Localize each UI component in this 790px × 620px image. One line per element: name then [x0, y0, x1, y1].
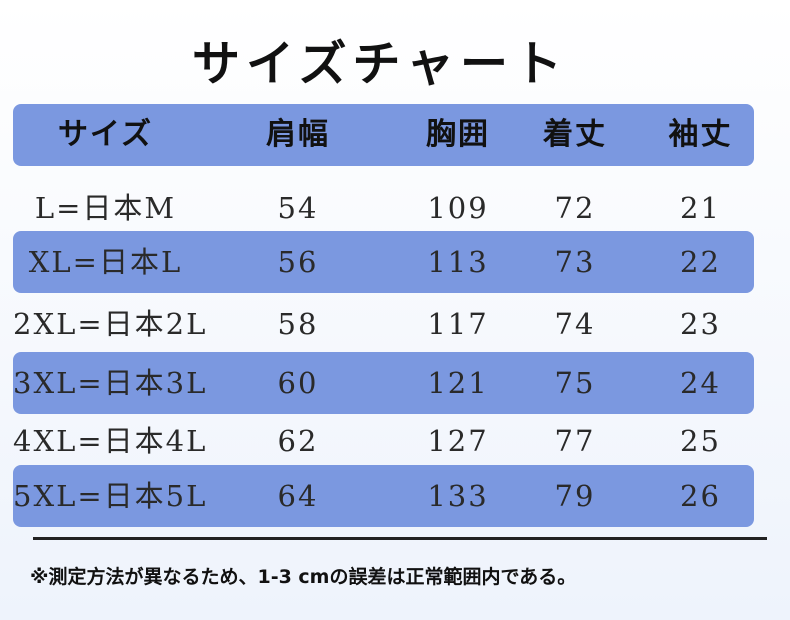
header-chest: 胸囲	[426, 117, 490, 152]
sleeve-cell: 22	[680, 245, 721, 279]
size-cell: L=日本M	[34, 191, 177, 225]
shoulder-cell: 56	[277, 245, 319, 279]
page-title: サイズチャート	[191, 36, 569, 92]
table-row: 4XL=日本4L 62 127 77 25	[13, 410, 754, 472]
table-row: 2XL=日本2L 58 117 74 23	[13, 293, 754, 355]
length-cell: 74	[554, 307, 596, 341]
chest-cell: 121	[427, 366, 489, 400]
size-cell: 2XL=日本2L	[13, 307, 208, 341]
size-cell: XL=日本L	[28, 245, 183, 279]
length-cell: 79	[554, 479, 596, 513]
table-row: XL=日本L 56 113 73 22	[13, 231, 754, 293]
measurement-note: ※測定方法が異なるため、1-3 cmの誤差は正常範囲内である。	[30, 566, 577, 588]
shoulder-cell: 64	[277, 479, 319, 513]
chest-cell: 109	[427, 191, 489, 225]
table-header: サイズ 肩幅 胸囲 着丈 袖丈	[13, 104, 754, 166]
sleeve-cell: 26	[680, 479, 721, 513]
shoulder-cell: 60	[277, 366, 319, 400]
header-shoulder: 肩幅	[266, 117, 330, 152]
header-size: サイズ	[57, 117, 154, 152]
shoulder-cell: 58	[277, 307, 319, 341]
sleeve-cell: 21	[680, 191, 721, 225]
header-length: 着丈	[543, 117, 607, 152]
table-row: L=日本M 54 109 72 21	[13, 177, 754, 239]
chest-cell: 127	[427, 424, 489, 458]
length-cell: 73	[554, 245, 596, 279]
shoulder-cell: 54	[277, 191, 319, 225]
length-cell: 72	[554, 191, 596, 225]
sleeve-cell: 24	[680, 366, 721, 400]
table-row: 3XL=日本3L 60 121 75 24	[13, 352, 754, 414]
length-cell: 77	[554, 424, 596, 458]
chest-cell: 113	[427, 245, 489, 279]
size-cell: 5XL=日本5L	[13, 479, 208, 513]
chest-cell: 133	[427, 479, 489, 513]
table-row: 5XL=日本5L 64 133 79 26	[13, 465, 754, 527]
header-sleeve: 袖丈	[668, 117, 733, 152]
size-cell: 4XL=日本4L	[13, 424, 208, 458]
sleeve-cell: 25	[680, 424, 721, 458]
length-cell: 75	[554, 366, 596, 400]
size-cell: 3XL=日本3L	[13, 366, 208, 400]
divider	[33, 537, 767, 540]
chest-cell: 117	[427, 307, 489, 341]
shoulder-cell: 62	[277, 424, 319, 458]
sleeve-cell: 23	[680, 307, 721, 341]
